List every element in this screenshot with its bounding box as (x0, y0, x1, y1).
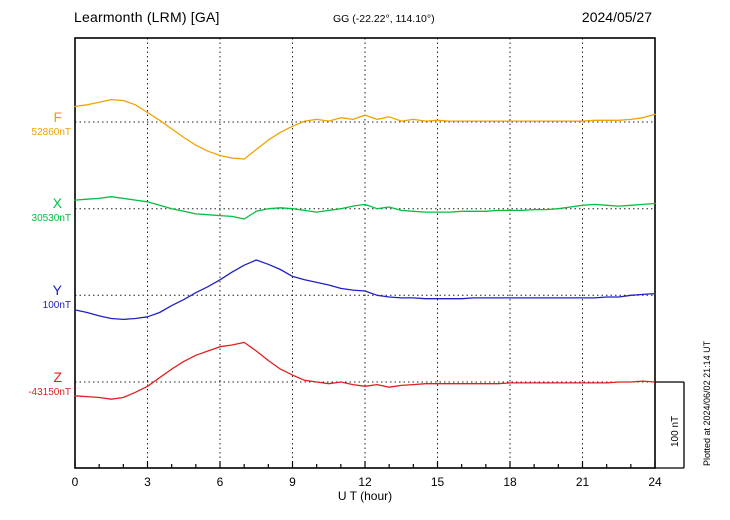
scale-bar-label: 100 nT (670, 416, 681, 447)
x-tick-label: 6 (217, 475, 224, 489)
trace-label-X: X (52, 195, 62, 211)
x-tick-label: 12 (358, 475, 372, 489)
gridlines (147, 38, 583, 468)
trace-baseline-Z: -43150nT (28, 387, 71, 398)
x-tick-label: 9 (289, 475, 296, 489)
x-tick-label: 18 (503, 475, 517, 489)
x-tick-label: 3 (144, 475, 151, 489)
geographic-coordinates: GG (-22.22°, 114.10°) (333, 13, 435, 25)
trace-baseline-Y: 100nT (42, 300, 71, 311)
trace-label-Z: Z (53, 369, 62, 385)
x-tick-label: 15 (431, 475, 445, 489)
trace-F (74, 98, 656, 160)
scale-bar: 100 nT (655, 381, 685, 469)
station-title: Learmonth (LRM) [GA] (74, 9, 220, 25)
x-axis-tick-labels: 0 3 6 9 12 15 18 21 24 (72, 475, 662, 489)
trace-Z (74, 341, 656, 400)
trace-baseline-F: 52860nT (31, 127, 71, 138)
trace-label-F: F (53, 109, 62, 125)
trace-X (74, 196, 656, 220)
observation-date: 2024/05/27 (581, 9, 652, 25)
x-axis-label: U T (hour) (337, 489, 393, 503)
x-tick-label: 24 (648, 475, 662, 489)
x-tick-label: 21 (576, 475, 590, 489)
plotted-at-note: Plotted at 2024/06/02 21:14 UT (702, 340, 712, 466)
trace-Y (74, 259, 656, 321)
x-tick-label: 0 (72, 475, 79, 489)
trace-label-Y: Y (52, 282, 62, 298)
x-axis-ticks (74, 461, 656, 468)
trace-baseline-X: 30530nT (31, 213, 71, 224)
